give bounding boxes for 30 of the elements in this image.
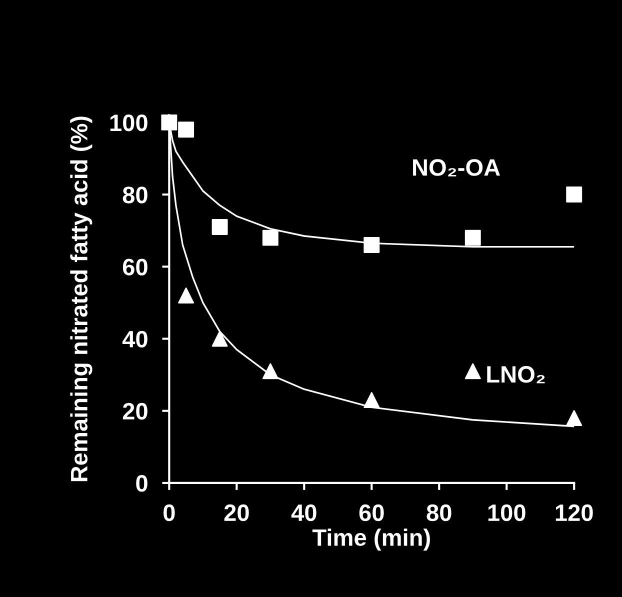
x-axis-title: Time (min) <box>312 528 430 551</box>
point <box>464 363 481 380</box>
point <box>566 186 582 203</box>
point <box>262 363 278 380</box>
y-axis-title: Remaining nitrated fatty acid (%) <box>70 116 92 482</box>
y-tick-label: 40 <box>122 330 148 348</box>
point <box>262 230 278 246</box>
y-tick-label: 0 <box>136 475 148 492</box>
x-tick-label: 120 <box>556 504 593 522</box>
point <box>364 237 380 253</box>
x-tick-label: 60 <box>359 504 384 522</box>
text: NO₂-OA <box>413 159 500 176</box>
x-tick-label: 40 <box>291 504 316 522</box>
y-tick-label: 80 <box>122 186 148 204</box>
point <box>178 122 194 138</box>
series-label: LNO₂ <box>487 366 545 384</box>
x-tick-label: 20 <box>224 504 249 522</box>
y-tick-label: 20 <box>122 402 148 420</box>
point <box>178 288 194 304</box>
point <box>212 330 228 347</box>
point <box>212 219 228 235</box>
x-tick-label: 100 <box>488 504 526 522</box>
y-tick-label: 60 <box>122 258 148 276</box>
point <box>566 410 582 426</box>
point <box>161 114 178 130</box>
x-tick-label: 0 <box>164 504 175 522</box>
point <box>464 230 481 246</box>
x-tick-label: 80 <box>426 504 452 522</box>
y-tick-label: 100 <box>110 114 148 132</box>
point <box>364 392 380 408</box>
